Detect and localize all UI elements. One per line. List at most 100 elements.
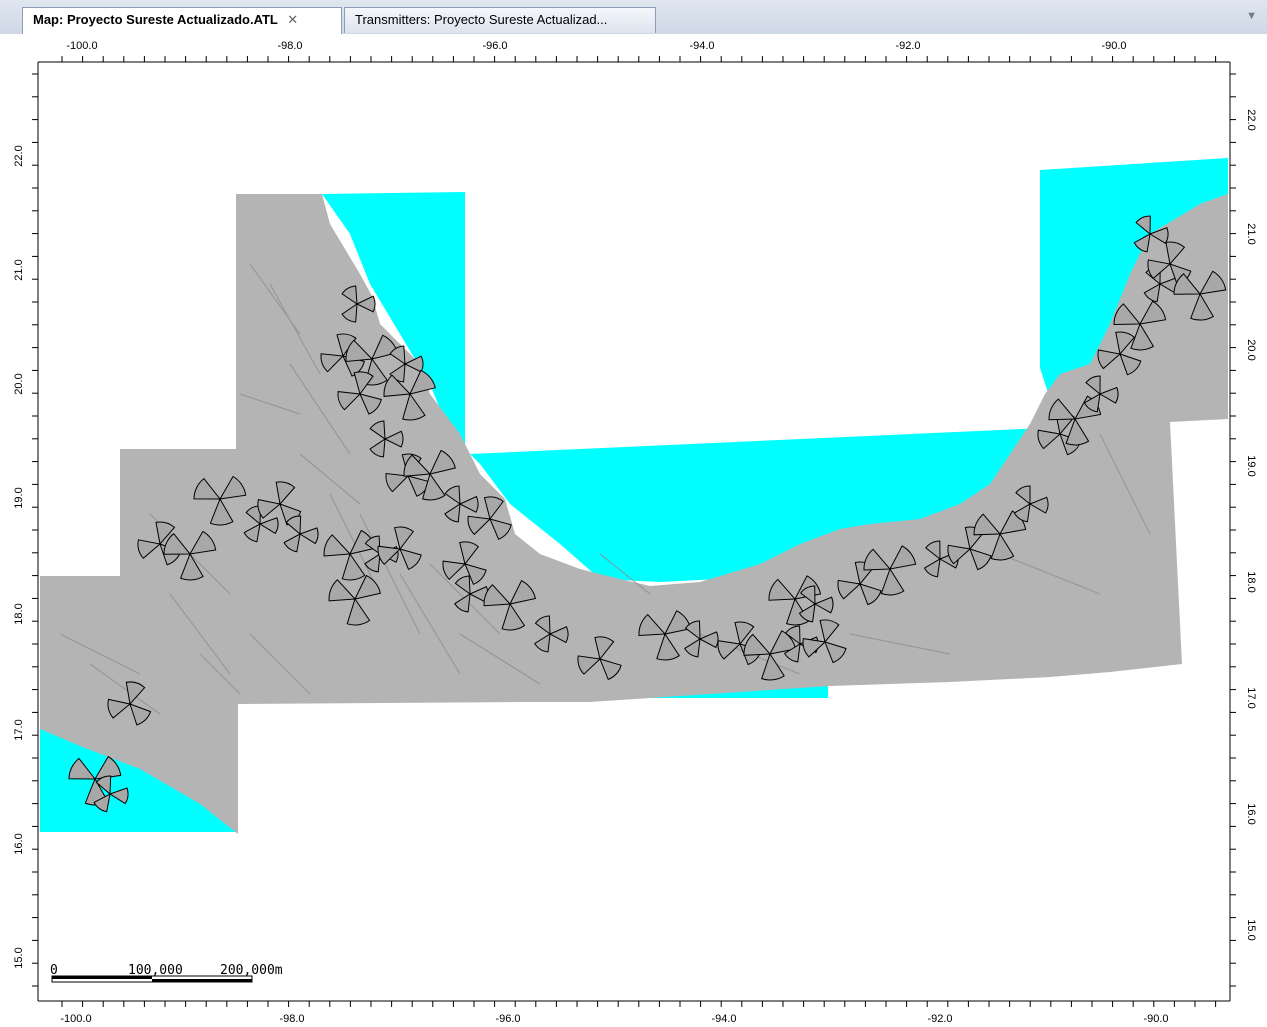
transmitter-sector[interactable] [684,638,701,658]
transmitter-sector[interactable] [483,496,504,521]
transmitter-sector[interactable] [323,534,352,557]
transmitter-sector[interactable] [813,596,834,614]
transmitter-sector[interactable] [353,371,374,396]
transmitter-sector[interactable] [377,545,402,566]
transmitter-sector[interactable] [684,620,701,641]
transmitter-sector[interactable] [1173,273,1202,295]
transmitter-sector[interactable] [501,602,526,631]
transmitter-sector[interactable] [429,449,456,475]
transmitter-sector[interactable] [383,374,412,397]
transmitter-sector[interactable] [444,503,461,523]
transmitter-sector[interactable] [107,698,132,719]
transmitter-sector[interactable] [94,755,122,780]
transmitter-sector[interactable] [534,615,551,636]
transmitter-sector[interactable] [1148,227,1169,244]
transmitter-sector[interactable] [1015,485,1031,506]
transmitter-sector[interactable] [454,575,471,596]
transmitter-sector[interactable] [283,533,301,553]
transmitter-sector[interactable] [341,285,358,305]
transmitter-sector[interactable] [489,518,512,540]
transmitter-sector[interactable] [399,548,422,570]
transmitter-sector[interactable] [1048,398,1077,421]
transmitter-sector[interactable] [824,641,847,664]
transmitter-sector[interactable] [129,703,152,726]
map-view[interactable]: -100.0 -98.0 -96.0 -94.0 -92.0 -90.0 -10… [0,34,1267,1027]
transmitter-sector[interactable] [798,603,816,623]
transmitter-sector[interactable] [784,625,801,646]
transmitter-sector[interactable] [923,558,941,578]
transmitter-sector[interactable] [179,552,204,581]
transmitter-sector[interactable] [108,787,129,805]
transmitter-sector[interactable] [155,521,176,546]
transmitter-sector[interactable] [163,532,192,555]
transmitter-sector[interactable] [837,579,862,600]
transmitter-sector[interactable] [137,539,162,560]
transmitter-sector[interactable] [444,485,461,506]
transmitter-sector[interactable] [1085,375,1101,396]
transmitter-sector[interactable] [1097,349,1122,370]
transmitter-sector[interactable] [698,631,719,649]
transmitter-sector[interactable] [409,369,436,395]
transmitter-sector[interactable] [1130,322,1155,351]
transmitter-sector[interactable] [464,563,487,585]
transmitter-sector[interactable] [799,585,816,606]
transmitter-sector[interactable] [385,472,410,493]
transmitter-sector[interactable] [717,640,742,660]
transmitter-sector[interactable] [369,438,386,458]
transmitter-sector[interactable] [889,545,917,570]
transmitter-sector[interactable] [819,619,840,644]
transmitter-sector[interactable] [341,303,358,323]
transmitter-sector[interactable] [656,632,680,661]
close-icon[interactable]: ✕ [287,12,299,27]
transmitter-sector[interactable] [509,580,536,605]
transmitter-sector[interactable] [969,548,992,571]
transmitter-sector[interactable] [880,567,905,596]
transmitter-sector[interactable] [534,633,551,653]
transmitter-sector[interactable] [802,638,827,658]
transmitter-sector[interactable] [393,526,415,551]
transmitter-sector[interactable] [1037,429,1062,450]
transmitter-sector[interactable] [1013,503,1031,523]
transmitter-sector[interactable] [1113,303,1142,326]
transmitter-sector[interactable] [402,392,426,421]
transmitter-sector[interactable] [1143,283,1161,303]
transmitter-sector[interactable] [258,517,279,535]
transmitter-sector[interactable] [1199,270,1227,295]
transmitter-sector[interactable] [947,544,972,565]
transmitter-sector[interactable] [403,454,432,477]
transmitter-sector[interactable] [768,578,797,601]
transmitter-sector[interactable] [68,757,97,780]
transmitter-sector[interactable] [743,633,772,656]
transmitter-sector[interactable] [1083,393,1101,413]
transmitter-sector[interactable] [345,339,374,363]
transmitter-sector[interactable] [467,515,492,536]
transmitter-sector[interactable] [219,475,247,500]
transmitter-sector[interactable] [1098,386,1119,404]
transmitter-sector[interactable] [209,497,234,526]
transmitter-sector[interactable] [990,532,1015,561]
transmitter-sector[interactable] [193,477,222,500]
transmitter-sector[interactable] [189,530,217,555]
transmitter-sector[interactable] [389,345,406,365]
transmitter-sector[interactable] [1135,215,1151,236]
transmitter-sector[interactable] [638,613,667,637]
transmitter-sector[interactable] [320,353,345,373]
transmitter-sector[interactable] [1133,233,1151,253]
tab-transmitters[interactable]: Transmitters: Proyecto Sureste Actualiza… [344,7,656,33]
transmitter-sector[interactable] [298,527,319,545]
transmitter-sector[interactable] [383,430,404,448]
transmitter-sector[interactable] [1119,353,1142,376]
transmitter-sector[interactable] [973,513,1002,536]
transmitter-sector[interactable] [257,499,282,519]
transmitter-sector[interactable] [458,495,479,513]
transmitter-sector[interactable] [863,548,892,571]
transmitter-sector[interactable] [369,420,386,441]
transmitter-sector[interactable] [364,553,381,573]
transmitter-sector[interactable] [483,584,512,607]
transmitter-sector[interactable] [925,540,941,561]
transmitter-sector[interactable] [421,472,446,501]
transmitter-sector[interactable] [275,481,296,506]
transmitter-sector[interactable] [599,658,622,681]
transmitter-sector[interactable] [93,793,111,813]
transmitter-sector[interactable] [1139,300,1167,325]
